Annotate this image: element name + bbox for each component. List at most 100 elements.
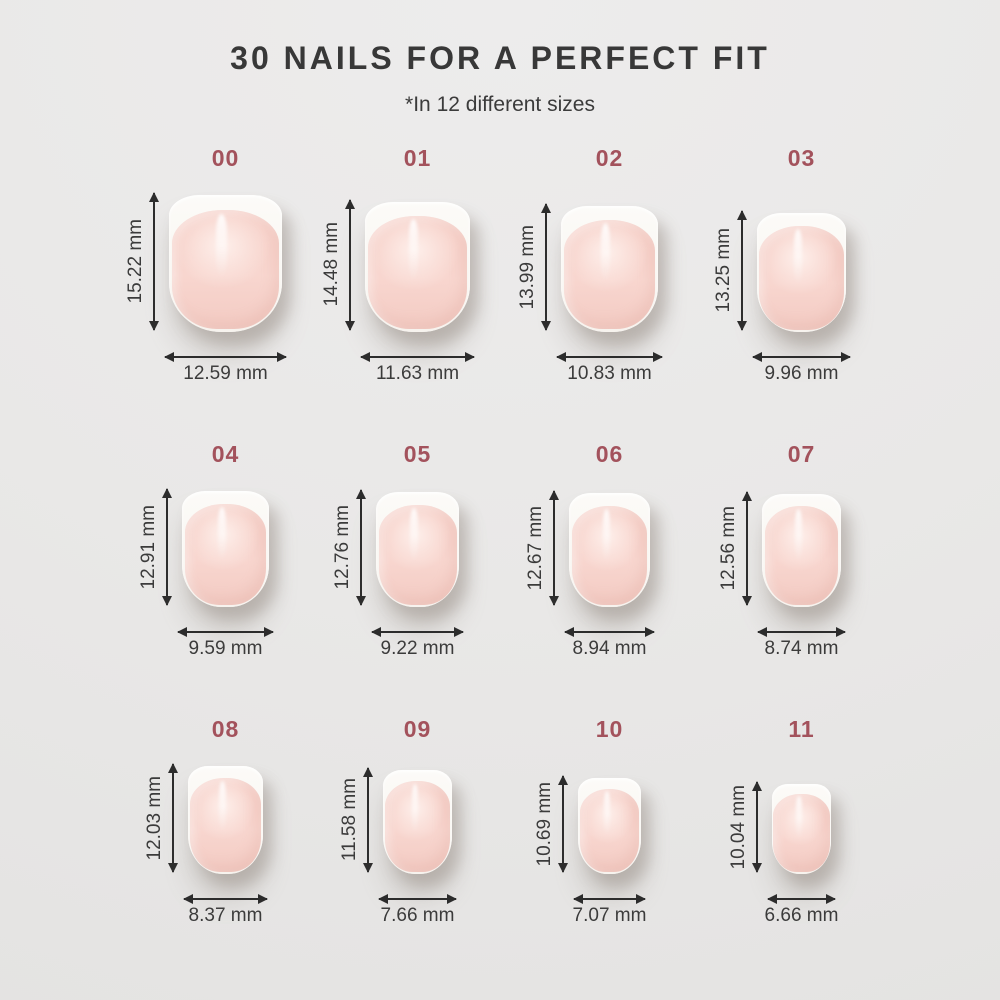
height-arrow-icon bbox=[755, 781, 758, 873]
width-arrow-icon bbox=[178, 631, 273, 634]
height-value: 15.22 mm bbox=[124, 219, 146, 304]
nail-slot bbox=[187, 765, 264, 875]
nail-image bbox=[762, 494, 841, 608]
width-value: 7.07 mm bbox=[572, 905, 647, 927]
width-value: 10.83 mm bbox=[567, 362, 652, 384]
nail-body bbox=[184, 503, 267, 605]
height-measure: 12.03 mm bbox=[144, 763, 174, 873]
nail-column: 11 6.66 mm bbox=[765, 715, 839, 927]
nail-body bbox=[764, 506, 839, 605]
width-measure: 9.59 mm bbox=[178, 631, 273, 660]
nail-body bbox=[190, 777, 261, 873]
size-number-label: 10 bbox=[595, 715, 624, 742]
height-arrow-icon bbox=[553, 490, 556, 605]
size-number-label: 04 bbox=[211, 440, 240, 467]
nail-gloss-highlight bbox=[411, 784, 419, 834]
height-value: 12.67 mm bbox=[525, 505, 547, 591]
height-value: 14.48 mm bbox=[321, 222, 343, 307]
nail-column: 09 7.66 mm bbox=[379, 717, 456, 927]
nail-gloss-highlight bbox=[793, 228, 803, 285]
nail-body bbox=[378, 504, 457, 605]
width-measure: 8.94 mm bbox=[565, 631, 654, 660]
page-title: 30 NAILS FOR A PERFECT FIT bbox=[230, 40, 770, 76]
height-measure: 14.48 mm bbox=[321, 199, 352, 330]
height-dimension: 12.91 mm bbox=[138, 488, 169, 605]
height-measure: 10.69 mm bbox=[533, 775, 564, 873]
nail-image bbox=[182, 490, 269, 608]
height-dimension: 10.69 mm bbox=[533, 775, 564, 873]
height-arrow-icon bbox=[349, 199, 352, 330]
height-arrow-icon bbox=[544, 203, 547, 330]
nail-grid: 15.22 mm 00 12.59 mm 14.48 mm 01 11.63 mm 13.9… bbox=[116, 147, 884, 927]
nail-gloss-highlight bbox=[794, 509, 803, 563]
width-arrow-icon bbox=[767, 898, 836, 901]
nail-body bbox=[172, 210, 279, 330]
width-measure: 9.22 mm bbox=[372, 631, 463, 660]
nail-size-cell-02: 13.99 mm 02 10.83 mm bbox=[494, 147, 686, 385]
height-dimension: 11.58 mm bbox=[339, 767, 370, 873]
nail-slot bbox=[560, 195, 659, 332]
width-measure: 12.59 mm bbox=[164, 355, 287, 385]
nail-column: 03 9.96 mm bbox=[752, 145, 851, 385]
nail-image bbox=[187, 765, 264, 875]
page-subtitle: *In 12 different sizes bbox=[405, 93, 595, 116]
height-arrow-icon bbox=[360, 490, 363, 605]
width-arrow-icon bbox=[752, 355, 851, 358]
height-measure: 12.56 mm bbox=[718, 491, 749, 605]
size-number-label: 06 bbox=[595, 440, 624, 467]
size-number-label: 02 bbox=[595, 145, 624, 171]
width-value: 9.96 mm bbox=[764, 362, 839, 384]
height-dimension: 13.99 mm bbox=[517, 203, 547, 330]
size-number-label: 05 bbox=[403, 440, 432, 467]
height-arrow-icon bbox=[166, 488, 169, 605]
nail-size-row: 15.22 mm 00 12.59 mm 14.48 mm 01 11.63 mm 13.9… bbox=[116, 147, 884, 385]
nail-image bbox=[560, 206, 659, 332]
nail-slot bbox=[182, 490, 269, 608]
nail-size-cell-00: 15.22 mm 00 12.59 mm bbox=[110, 147, 302, 385]
size-number-label: 03 bbox=[787, 145, 816, 171]
height-value: 10.69 mm bbox=[533, 781, 555, 867]
nail-column: 08 8.37 mm bbox=[183, 717, 268, 927]
nail-image bbox=[376, 492, 459, 608]
height-value: 10.04 mm bbox=[727, 784, 749, 870]
width-arrow-icon bbox=[758, 631, 845, 634]
height-measure: 13.25 mm bbox=[713, 210, 743, 330]
height-value: 12.56 mm bbox=[718, 506, 740, 591]
nail-column: 02 10.83 mm bbox=[556, 145, 663, 385]
nail-size-cell-01: 14.48 mm 01 11.63 mm bbox=[302, 147, 494, 385]
nail-gloss-highlight bbox=[602, 508, 611, 563]
height-measure: 12.76 mm bbox=[332, 490, 363, 605]
size-number-label: 07 bbox=[787, 440, 816, 467]
height-dimension: 12.76 mm bbox=[332, 490, 363, 605]
nail-gloss-highlight bbox=[601, 223, 611, 283]
nail-gloss-highlight bbox=[796, 796, 803, 839]
nail-size-cell-04: 12.91 mm 04 9.59 mm bbox=[110, 440, 302, 660]
nail-gloss-highlight bbox=[604, 791, 611, 837]
width-measure: 7.66 mm bbox=[379, 898, 456, 927]
nail-slot bbox=[383, 766, 452, 875]
nail-column: 04 9.59 mm bbox=[178, 440, 273, 660]
height-measure: 10.04 mm bbox=[727, 781, 758, 873]
width-value: 7.66 mm bbox=[380, 905, 455, 927]
width-arrow-icon bbox=[361, 355, 474, 358]
nail-image bbox=[569, 493, 650, 608]
height-dimension: 12.67 mm bbox=[525, 490, 556, 605]
width-value: 8.74 mm bbox=[764, 638, 839, 660]
height-value: 12.91 mm bbox=[138, 504, 160, 590]
width-value: 8.37 mm bbox=[188, 905, 263, 927]
nail-body bbox=[759, 225, 844, 330]
nail-slot bbox=[168, 195, 283, 332]
size-number-label: 11 bbox=[788, 715, 815, 742]
width-arrow-icon bbox=[565, 631, 654, 634]
nail-column: 00 12.59 mm bbox=[164, 147, 287, 385]
width-measure: 7.07 mm bbox=[572, 898, 647, 927]
nail-column: 06 8.94 mm bbox=[565, 440, 654, 660]
width-arrow-icon bbox=[372, 631, 463, 634]
nail-slot bbox=[577, 766, 642, 875]
height-arrow-icon bbox=[367, 767, 370, 873]
width-measure: 11.63 mm bbox=[361, 355, 474, 385]
nail-slot bbox=[756, 195, 847, 332]
nail-body bbox=[571, 505, 648, 605]
height-arrow-icon bbox=[746, 491, 749, 605]
nail-size-cell-08: 12.03 mm 08 8.37 mm bbox=[110, 717, 302, 927]
